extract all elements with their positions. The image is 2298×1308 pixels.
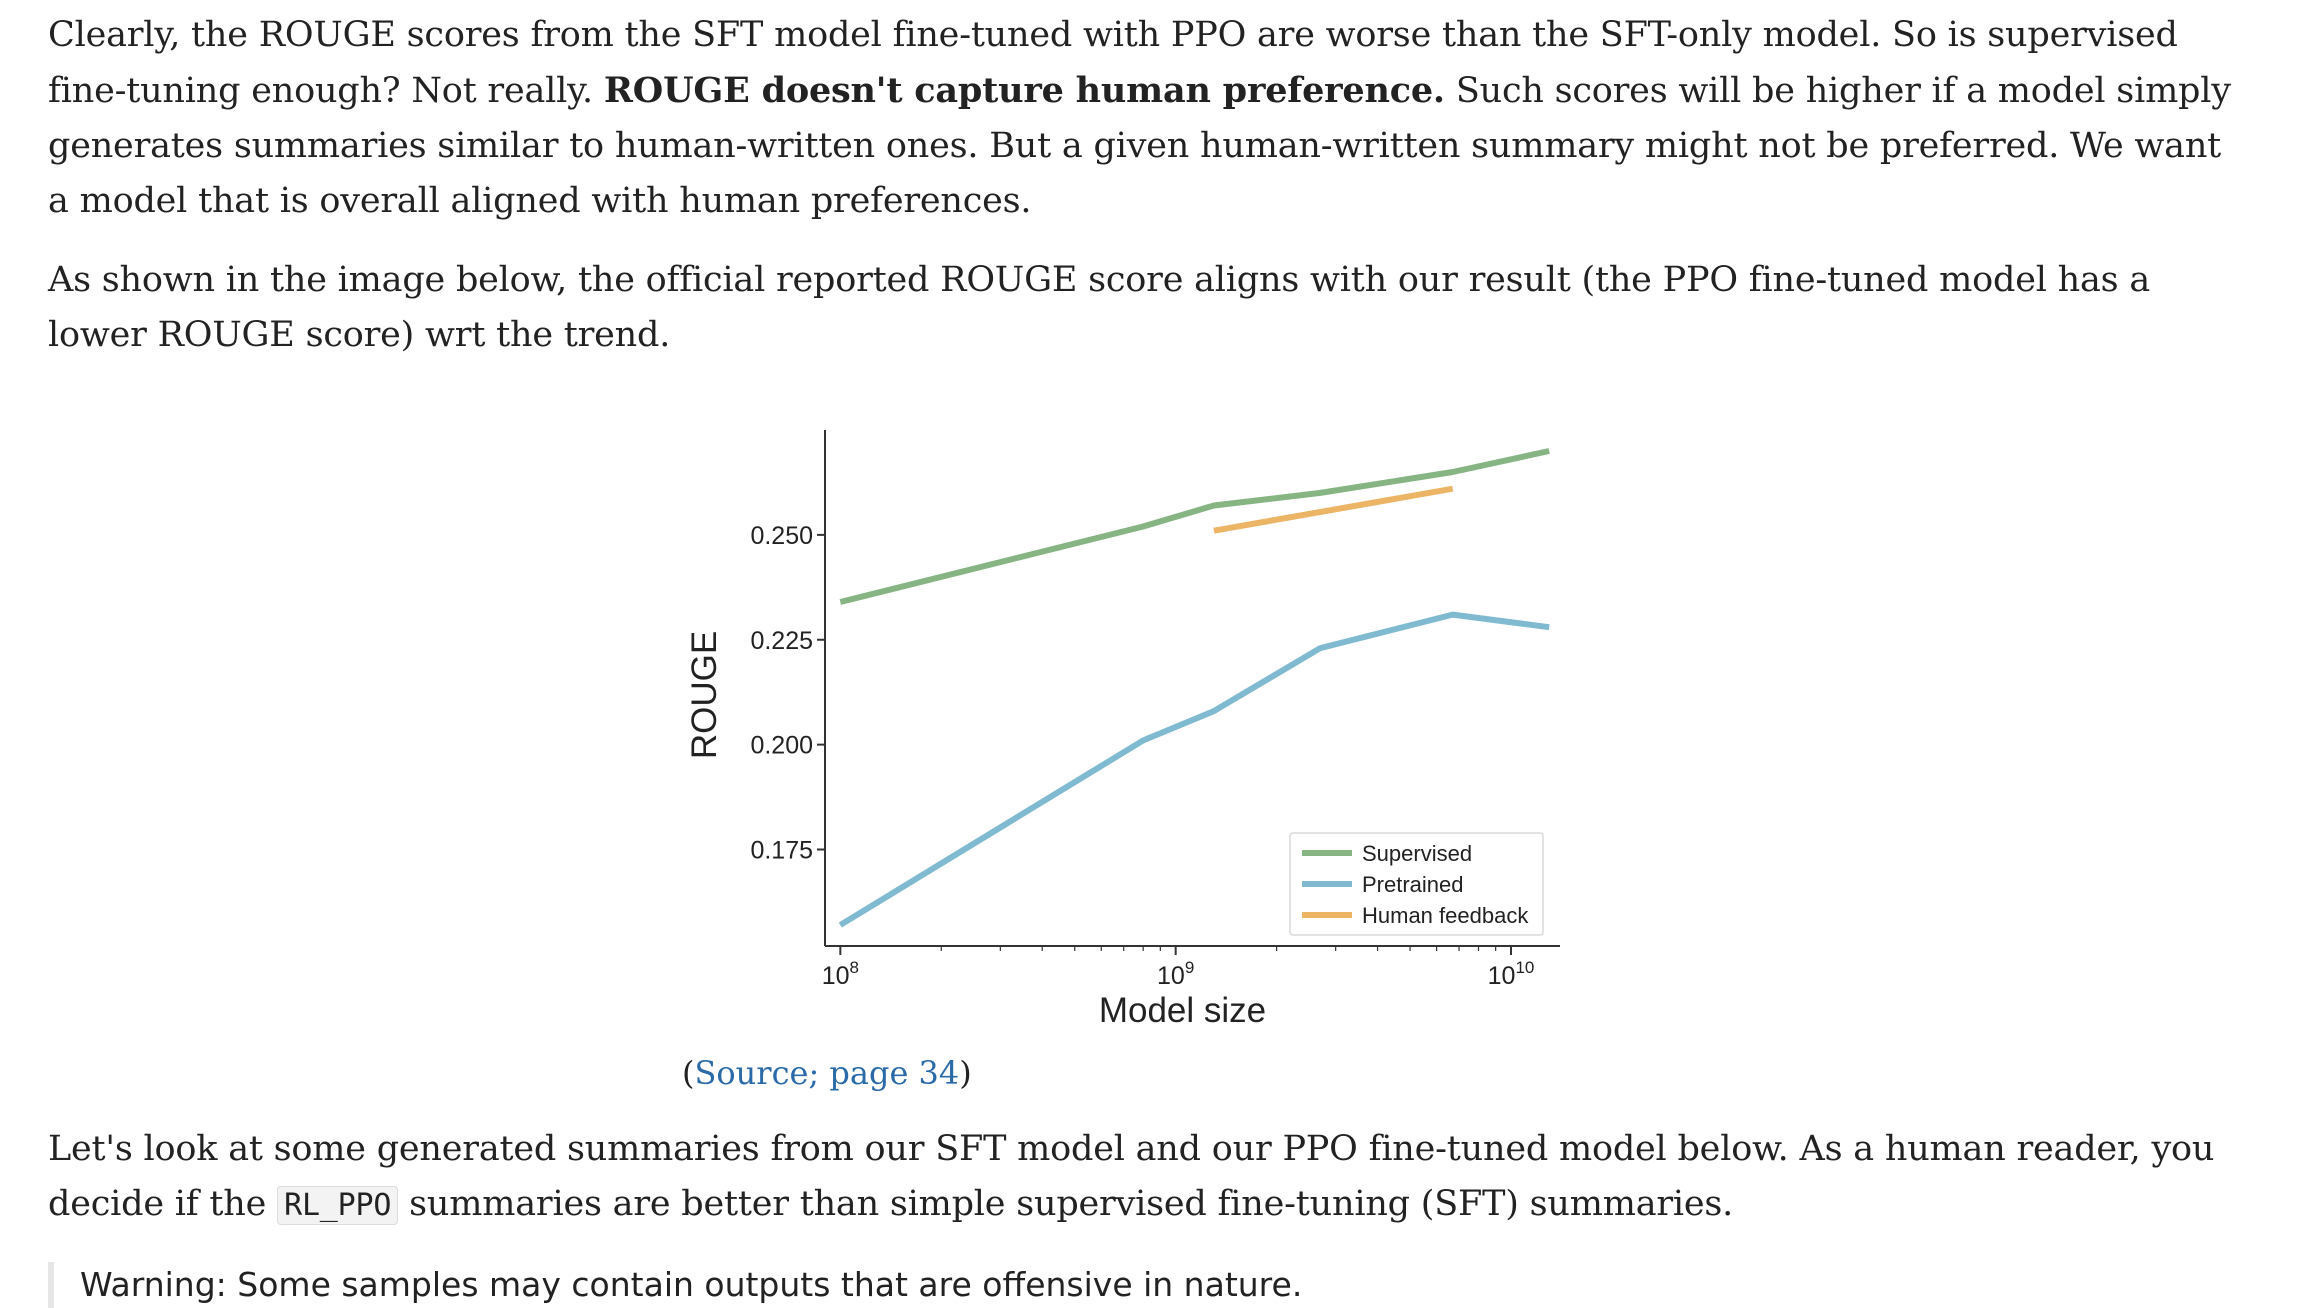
x-tick-label-1: 109 (1157, 958, 1194, 990)
para3-text-end: summaries are better than simple supervi… (398, 1184, 1734, 1224)
para1-text-end: Such scores will be higher if a model si… (48, 71, 2231, 221)
x-tick-label-2: 1010 (1488, 958, 1535, 990)
para3-text-start: Let's look at some generated summaries f… (48, 1129, 2215, 1224)
rouge-chart-figure: 0.175 0.200 0.225 0.250 108 109 1010 Model size… (690, 430, 1570, 1050)
rouge-vs-model-size-chart: 0.175 0.200 0.225 0.250 108 109 1010 Model size… (690, 430, 1560, 1030)
paragraph-official-rouge: As shown in the image below, the officia… (48, 260, 2151, 355)
caption-open-paren: ( (682, 1054, 695, 1092)
figure-caption: (Source; page 34) (682, 1048, 972, 1098)
paragraph-generated-summaries: Let's look at some generated summaries f… (48, 1122, 2248, 1233)
y-tick-label-1: 0.200 (750, 732, 813, 760)
y-tick-label-0: 0.175 (750, 837, 813, 865)
chart-legend (1289, 832, 1544, 936)
legend-label-pretrained: Pretrained (1362, 872, 1464, 897)
y-axis-label: ROUGE (690, 631, 724, 759)
y-tick-label-3: 0.250 (750, 522, 813, 550)
legend-label-human-feedback: Human feedback (1362, 903, 1529, 928)
x-axis-label: Model size (1099, 991, 1266, 1030)
x-tick-label-0: 108 (822, 958, 859, 990)
inline-code-rl-ppo: RL_PPO (277, 1186, 399, 1225)
series-line-pretrained (838, 611, 1550, 928)
y-tick-label-2: 0.225 (750, 627, 813, 655)
paragraph-rouge-preference: Clearly, the ROUGE scores from the SFT m… (48, 8, 2248, 229)
para1-bold-claim: ROUGE doesn't capture human preference. (603, 70, 1445, 111)
caption-close-paren: ) (959, 1054, 972, 1092)
source-link[interactable]: Source; page 34 (694, 1054, 960, 1092)
warning-blockquote: Warning: Some samples may contain output… (48, 1262, 1302, 1308)
para1-text-start: Clearly, the ROUGE scores from the SFT m… (48, 15, 2178, 111)
legend-label-supervised: Supervised (1362, 841, 1472, 866)
series-line-human-feedback (1213, 485, 1454, 534)
series-line-supervised (839, 448, 1550, 605)
